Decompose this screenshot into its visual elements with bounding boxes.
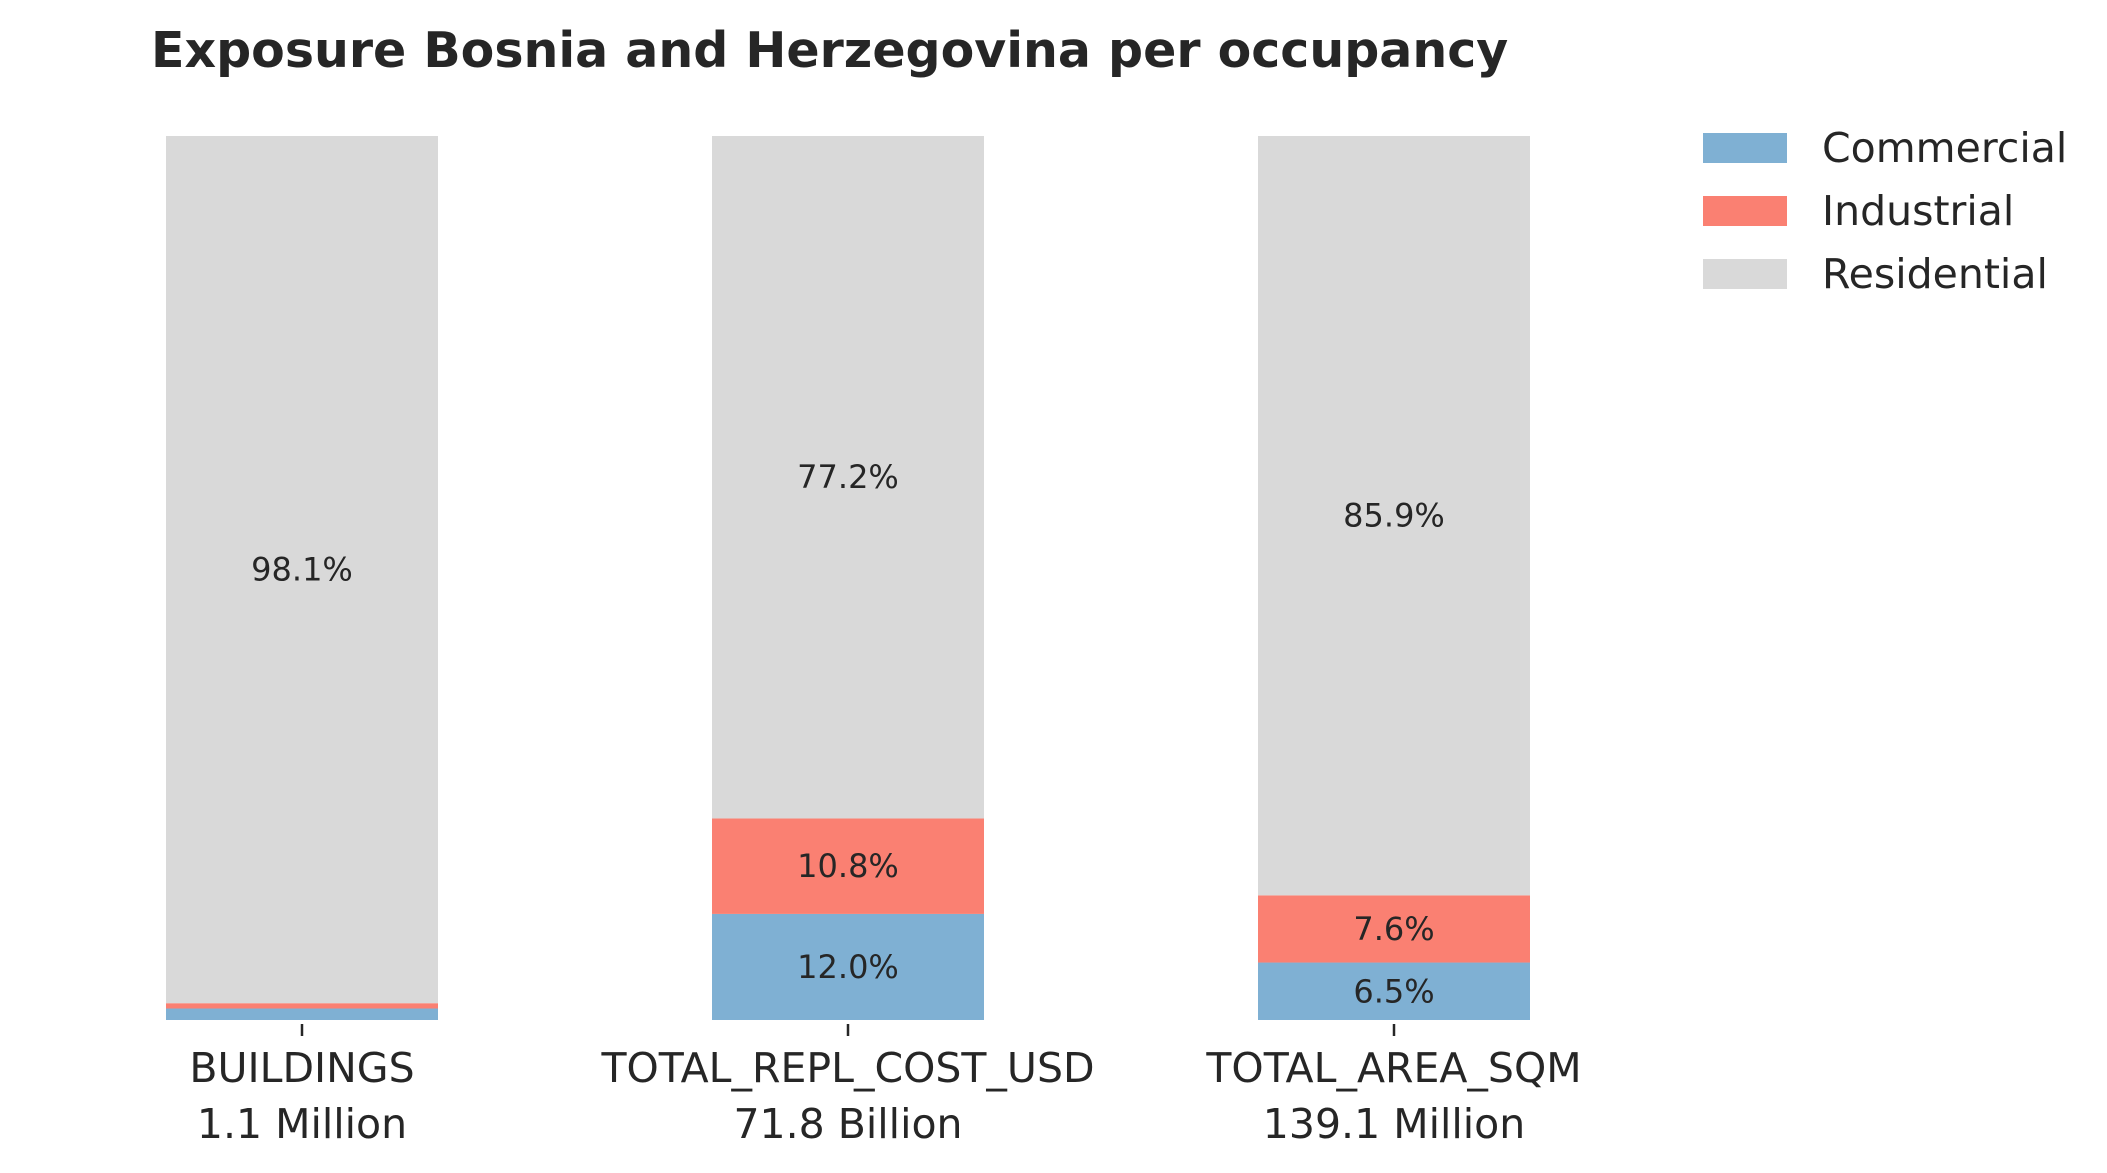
- x-tick-total-total-area-sqm: 139.1 Million: [1263, 1100, 1525, 1148]
- bar-segment-industrial-total-area-sqm: [1258, 895, 1530, 963]
- legend-label-residential: Residential: [1822, 250, 2048, 298]
- data-label-residential-total-area-sqm: 85.9%: [1343, 497, 1445, 535]
- x-tick-total-buildings: 1.1 Million: [197, 1100, 407, 1148]
- x-tick-label-total-area-sqm: TOTAL_AREA_SQM: [1205, 1044, 1581, 1092]
- legend-label-commercial: Commercial: [1822, 124, 2067, 172]
- chart-title: Exposure Bosnia and Herzegovina per occu…: [151, 22, 1508, 79]
- bars-layer: [166, 136, 1530, 1020]
- data-label-industrial-total-area-sqm: 7.6%: [1353, 910, 1434, 948]
- bar-segment-commercial-total-repl-cost-usd: [712, 913, 984, 1020]
- data-label-commercial-total-repl-cost-usd: 12.0%: [797, 948, 899, 986]
- bar-segment-residential-total-area-sqm: [1258, 136, 1530, 896]
- x-tick-total-total-repl-cost-usd: 71.8 Billion: [733, 1100, 962, 1148]
- legend-swatch-industrial: [1703, 196, 1787, 226]
- data-label-commercial-total-area-sqm: 6.5%: [1353, 972, 1434, 1010]
- x-tick-label-total-repl-cost-usd: TOTAL_REPL_COST_USD: [600, 1044, 1094, 1092]
- data-labels-layer: 98.1% 12.0% 10.8% 77.2% 6.5% 7.6% 85.9%: [251, 458, 1445, 1010]
- bar-segment-commercial-buildings: [166, 1008, 438, 1020]
- data-label-industrial-total-repl-cost-usd: 10.8%: [797, 847, 899, 885]
- data-label-residential-buildings: 98.1%: [251, 551, 353, 589]
- bar-segment-industrial-total-repl-cost-usd: [712, 818, 984, 914]
- bar-segment-industrial-buildings: [166, 1003, 438, 1009]
- x-axis: BUILDINGS 1.1 Million TOTAL_REPL_COST_USD 7…: [189, 1024, 1582, 1148]
- x-tick-label-buildings: BUILDINGS: [189, 1044, 414, 1092]
- legend: Commercial Industrial Residential: [1703, 124, 2067, 298]
- bar-segment-residential-total-repl-cost-usd: [712, 136, 984, 819]
- legend-label-industrial: Industrial: [1822, 187, 2014, 235]
- legend-swatch-commercial: [1703, 133, 1787, 163]
- bar-segment-commercial-total-area-sqm: [1258, 962, 1530, 1020]
- bar-segment-residential-buildings: [166, 136, 438, 1004]
- data-label-residential-total-repl-cost-usd: 77.2%: [797, 458, 899, 496]
- legend-swatch-residential: [1703, 259, 1787, 289]
